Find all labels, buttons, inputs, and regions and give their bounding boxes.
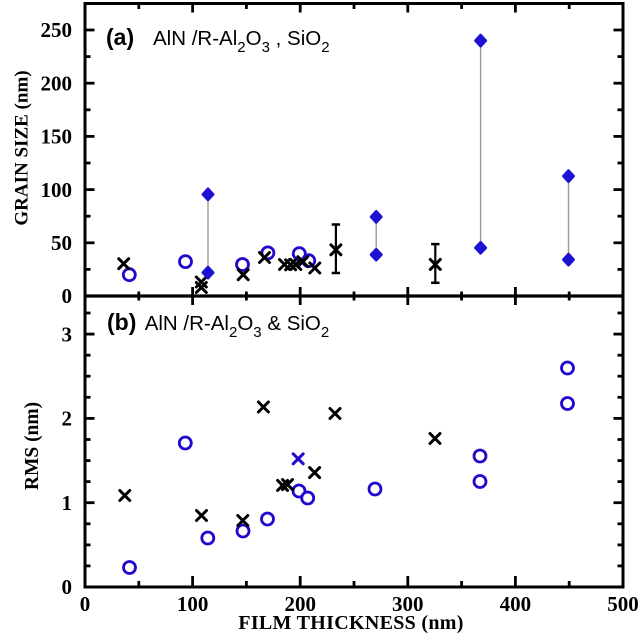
svg-text:3: 3 xyxy=(62,322,73,346)
svg-text:(a): (a) xyxy=(106,24,134,50)
svg-text:50: 50 xyxy=(51,231,72,255)
svg-text:FILM THICKNESS (nm): FILM THICKNESS (nm) xyxy=(238,612,463,634)
svg-text:200: 200 xyxy=(41,71,73,95)
svg-text:0: 0 xyxy=(62,575,73,599)
svg-text:250: 250 xyxy=(41,18,73,42)
svg-text:(b): (b) xyxy=(107,309,136,335)
svg-text:0: 0 xyxy=(62,284,73,308)
svg-text:500: 500 xyxy=(607,592,639,616)
svg-text:100: 100 xyxy=(177,592,209,616)
svg-text:400: 400 xyxy=(500,592,532,616)
svg-text:2: 2 xyxy=(62,407,73,431)
svg-text:300: 300 xyxy=(392,592,424,616)
svg-text:150: 150 xyxy=(41,125,73,149)
svg-text:1: 1 xyxy=(62,491,73,515)
svg-text:RMS (nm): RMS (nm) xyxy=(22,402,43,490)
svg-text:100: 100 xyxy=(41,178,73,202)
svg-text:0: 0 xyxy=(80,592,91,616)
svg-text:GRAIN SIZE (nm): GRAIN SIZE (nm) xyxy=(12,70,33,225)
svg-text:200: 200 xyxy=(284,592,316,616)
